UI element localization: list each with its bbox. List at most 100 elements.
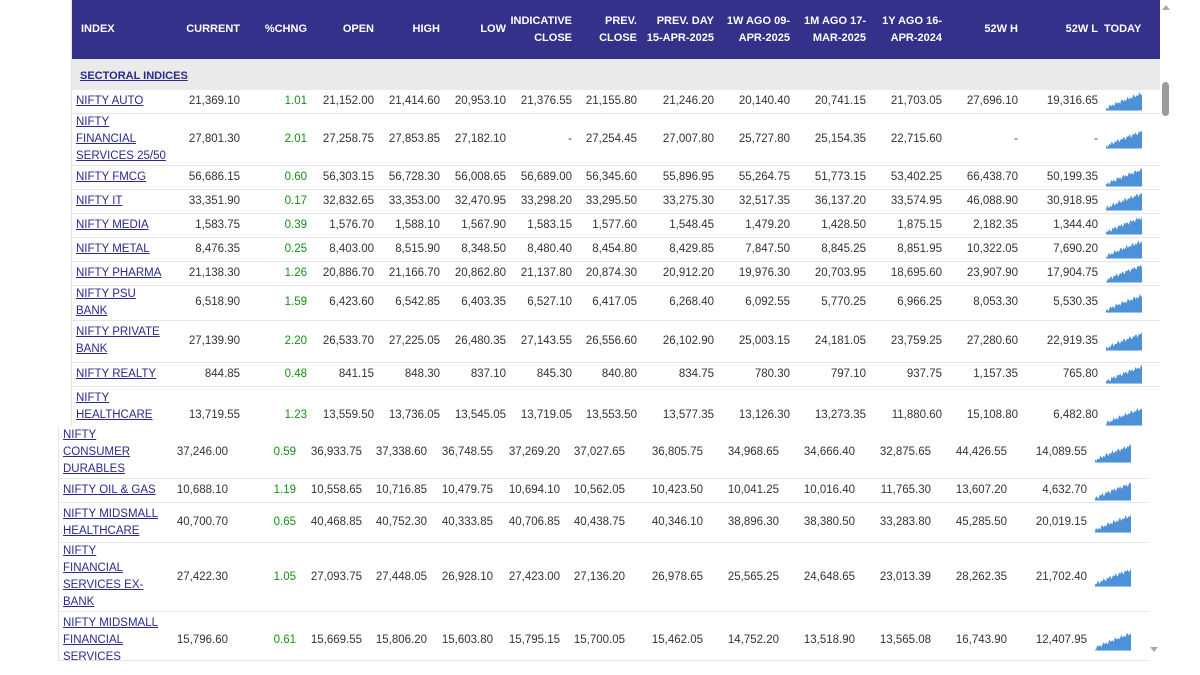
col-header-52w-high[interactable]: 52W H (984, 23, 1018, 35)
cell-52w-low: 12,407.95 (1011, 611, 1091, 660)
cell-low: 20,862.80 (444, 261, 510, 286)
cell-52w-high: 8,053.30 (946, 285, 1022, 321)
cell-indicative-close: 15,795.15 (497, 611, 564, 660)
cell-current: 37,246.00 (162, 427, 232, 479)
index-name-link[interactable]: NIFTY MEDIA (76, 218, 149, 231)
index-name-link[interactable]: NIFTY MIDSMALL HEALTHCARE (63, 507, 158, 537)
index-name-link[interactable]: NIFTY REALTY (76, 367, 157, 380)
cell-index-name: NIFTY HEALTHCARE INDEX (72, 386, 174, 426)
col-header-today: TODAY (1104, 23, 1142, 35)
sparkline-chart-icon (1095, 513, 1131, 533)
today-sparkline[interactable] (1102, 213, 1160, 238)
cell-pct-change: 1.23 (244, 386, 311, 426)
section-title-link[interactable]: SECTORAL INDICES (80, 69, 188, 82)
index-name-link[interactable]: NIFTY FINANCIAL SERVICES 25/50 (76, 115, 166, 162)
cell-prev-day: 1,548.45 (641, 213, 718, 238)
col-header-1y-ago[interactable]: 1Y AGO 16-APR-2024 (882, 14, 942, 44)
index-name-link[interactable]: NIFTY HEALTHCARE INDEX (76, 392, 153, 421)
today-sparkline[interactable] (1091, 502, 1148, 543)
cell-52w-low: - (1022, 113, 1102, 166)
cell-open: 21,152.00 (311, 90, 378, 114)
scroll-down-arrow-icon[interactable] (1150, 647, 1158, 652)
col-header-52w-low[interactable]: 52W L (1065, 23, 1098, 35)
cell-low: 15,603.80 (431, 611, 497, 660)
table-row: NIFTY IT 33,351.90 0.17 32,832.65 33,353.00 3… (72, 189, 1160, 214)
today-sparkline[interactable] (1102, 189, 1160, 214)
cell-1w-ago: 10,041.25 (707, 478, 783, 503)
cell-high: 21,166.70 (378, 261, 444, 286)
cell-pct-change: 0.17 (244, 189, 311, 214)
scrollbar-thumb[interactable] (1162, 82, 1169, 116)
cell-52w-low: 7,690.20 (1022, 237, 1102, 262)
cell-prev-close: 56,345.60 (576, 165, 641, 190)
cell-52w-low: 30,918.95 (1022, 189, 1102, 214)
index-name-link[interactable]: NIFTY FINANCIAL SERVICES EX-BANK (63, 545, 144, 608)
cell-low: 20,953.10 (444, 90, 510, 114)
cell-52w-high: 10,322.05 (946, 237, 1022, 262)
today-sparkline[interactable] (1091, 611, 1148, 660)
col-header-index[interactable]: INDEX (81, 23, 115, 35)
cell-1m-ago: 13,273.35 (794, 386, 870, 426)
today-sparkline[interactable] (1102, 90, 1160, 114)
cell-open: 27,258.75 (311, 113, 378, 166)
today-sparkline[interactable] (1102, 261, 1160, 286)
col-header-high[interactable]: HIGH (412, 23, 441, 35)
today-sparkline[interactable] (1102, 165, 1160, 190)
cell-52w-low: 4,632.70 (1011, 478, 1091, 503)
col-header-indicative-close[interactable]: INDICATIVE CLOSE (510, 14, 572, 44)
cell-current: 6,518.90 (174, 285, 244, 321)
index-name-link[interactable]: NIFTY MIDSMALL FINANCIAL SERVICES (63, 617, 158, 661)
col-header-pct-change[interactable]: %CHNG (264, 23, 307, 35)
cell-prev-day: 26,978.65 (629, 542, 707, 612)
index-name-link[interactable]: NIFTY PHARMA (76, 266, 162, 279)
cell-1y-ago: 33,283.80 (859, 502, 935, 543)
today-sparkline[interactable] (1102, 113, 1160, 166)
cell-indicative-close: 40,706.85 (497, 502, 564, 543)
cell-prev-close: 40,438.75 (564, 502, 629, 543)
col-header-current[interactable]: CURRENT (186, 23, 240, 35)
today-sparkline[interactable] (1091, 478, 1148, 503)
cell-index-name: NIFTY MEDIA (72, 213, 174, 238)
index-name-link[interactable]: NIFTY PSU BANK (76, 287, 136, 317)
cell-index-name: NIFTY PSU BANK (72, 285, 174, 321)
today-sparkline[interactable] (1102, 362, 1160, 387)
cell-high: 8,515.90 (378, 237, 444, 262)
cell-1m-ago: 38,380.50 (783, 502, 859, 543)
col-header-1m-ago[interactable]: 1M AGO 17-MAR-2025 (804, 14, 866, 44)
index-name-link[interactable]: NIFTY IT (76, 194, 123, 207)
col-header-prev-close[interactable]: PREV. CLOSE (599, 14, 637, 44)
today-sparkline[interactable] (1102, 386, 1160, 426)
col-header-prev-day[interactable]: PREV. DAY 15-APR-2025 (646, 14, 714, 44)
index-name-link[interactable]: NIFTY OIL & GAS (63, 484, 156, 496)
cell-52w-high: 15,108.80 (946, 386, 1022, 426)
cell-current: 8,476.35 (174, 237, 244, 262)
today-sparkline[interactable] (1102, 237, 1160, 262)
index-name-link[interactable]: NIFTY METAL (76, 242, 150, 255)
index-name-link[interactable]: NIFTY PRIVATE BANK (76, 326, 160, 355)
today-sparkline[interactable] (1091, 542, 1148, 612)
index-name-link[interactable]: NIFTY AUTO (76, 94, 144, 107)
cell-1w-ago: 32,517.35 (718, 189, 794, 214)
index-name-link[interactable]: NIFTY FMCG (76, 170, 147, 183)
cell-1y-ago: 13,565.08 (859, 611, 935, 660)
today-sparkline[interactable] (1102, 320, 1160, 363)
cell-current: 33,351.90 (174, 189, 244, 214)
col-header-low[interactable]: LOW (480, 23, 506, 35)
cell-52w-high: 27,696.10 (946, 90, 1022, 114)
cell-prev-close: 26,556.60 (576, 320, 641, 363)
col-header-1w-ago[interactable]: 1W AGO 09-APR-2025 (726, 14, 790, 44)
cell-prev-day: 26,102.90 (641, 320, 718, 363)
col-header-open[interactable]: OPEN (342, 23, 374, 35)
cell-1y-ago: 22,715.60 (870, 113, 946, 166)
index-name-link[interactable]: NIFTY CONSUMER DURABLES (63, 429, 131, 475)
cell-indicative-close: - (510, 113, 576, 166)
today-sparkline[interactable] (1102, 285, 1160, 321)
today-sparkline[interactable] (1091, 427, 1148, 479)
cell-52w-low: 20,019.15 (1011, 502, 1091, 543)
cell-open: 20,886.70 (311, 261, 378, 286)
cell-1m-ago: 5,770.25 (794, 285, 870, 321)
vertical-scrollbar[interactable] (1159, 0, 1173, 426)
cell-low: 26,928.10 (431, 542, 497, 612)
scroll-up-arrow-icon[interactable] (1162, 5, 1170, 10)
cell-prev-close: 10,562.05 (564, 478, 629, 503)
